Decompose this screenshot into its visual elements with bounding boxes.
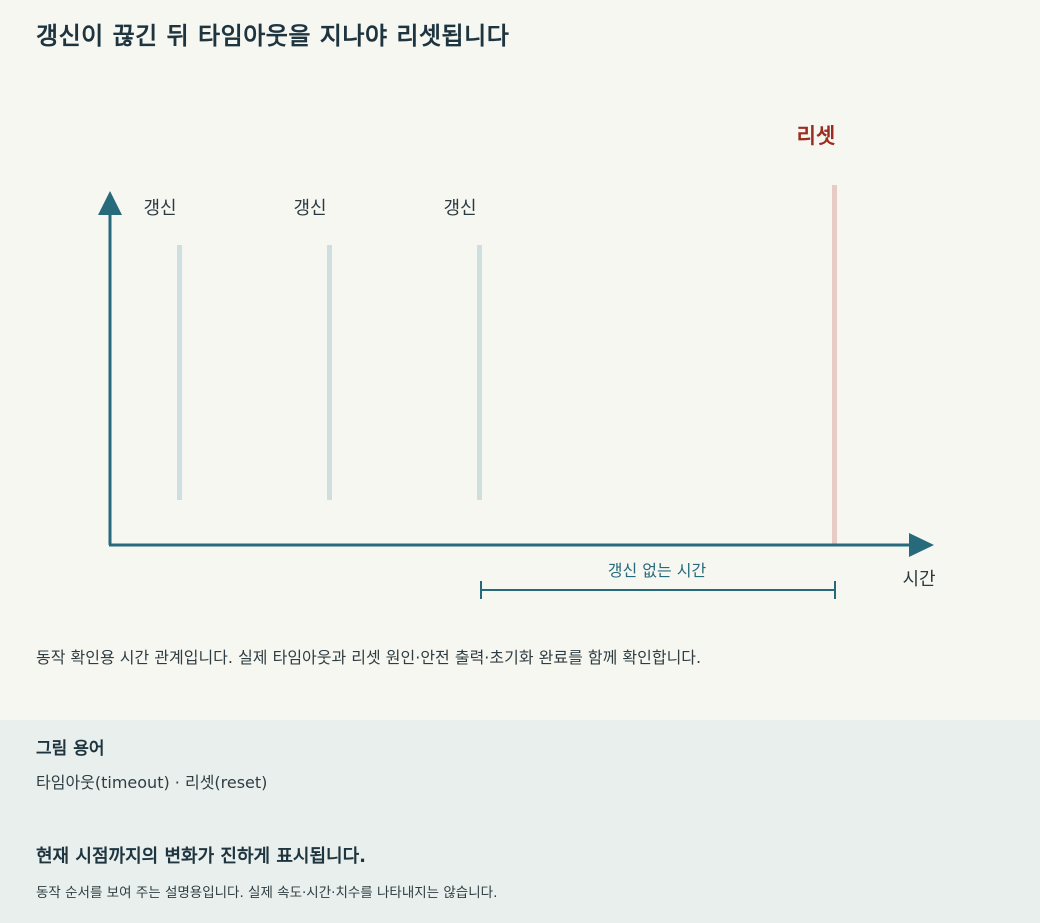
x-axis-arrow xyxy=(909,533,934,557)
diagram-caption: 동작 확인용 시간 관계입니다. 실제 타임아웃과 리셋 원인·안전 출력·초기… xyxy=(36,648,702,667)
status-note: 동작 순서를 보여 주는 설명용입니다. 실제 속도·시간·치수를 나타내지는 … xyxy=(36,885,498,901)
refresh-marker-2 xyxy=(327,245,332,500)
refresh-label-2: 갱신 xyxy=(293,198,326,219)
gap-label: 갱신 없는 시간 xyxy=(608,561,707,580)
glossary-terms: 타임아웃(timeout) · 리셋(reset) xyxy=(36,773,268,792)
glossary-title: 그림 용어 xyxy=(36,739,105,759)
reset-marker xyxy=(832,185,837,545)
x-axis-label: 시간 xyxy=(902,569,935,590)
page-title: 갱신이 끊긴 뒤 타임아웃을 지나야 리셋됩니다 xyxy=(36,22,510,50)
y-axis-arrow xyxy=(98,191,122,215)
timeline-diagram: 갱신 갱신 갱신 리셋 시간 갱신 없는 시간 xyxy=(98,124,936,599)
refresh-label-3: 갱신 xyxy=(443,198,476,219)
refresh-marker-3 xyxy=(477,245,482,500)
reset-label: 리셋 xyxy=(797,124,836,148)
refresh-marker-1 xyxy=(177,245,182,500)
status-title: 현재 시점까지의 변화가 진하게 표시됩니다. xyxy=(36,846,366,867)
refresh-label-1: 갱신 xyxy=(143,198,176,219)
footer-panel xyxy=(0,720,1040,923)
